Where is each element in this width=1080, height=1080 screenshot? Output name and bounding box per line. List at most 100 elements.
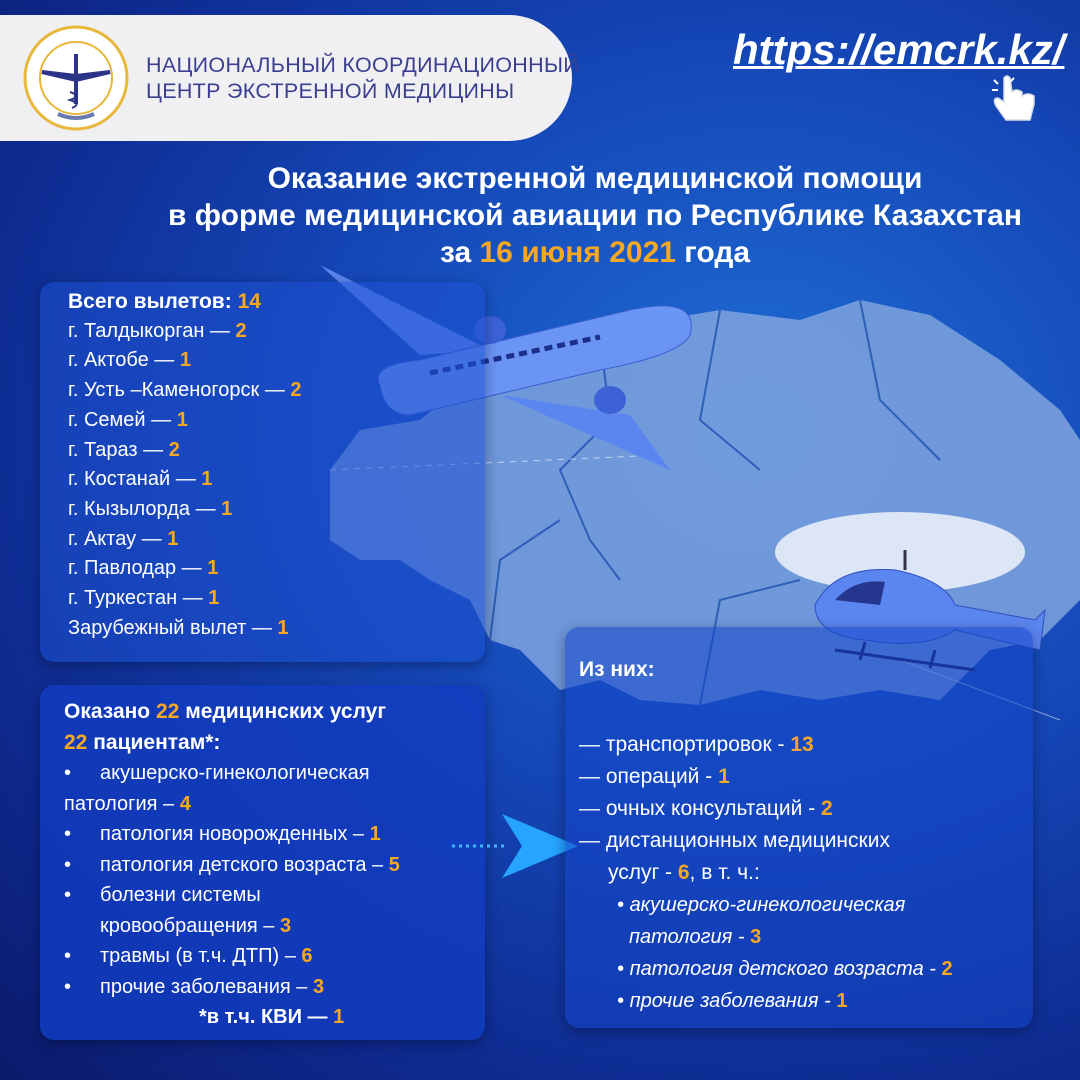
org-line-2: ЦЕНТР ЭКСТРЕННОЙ МЕДИЦИНЫ bbox=[146, 79, 515, 103]
flight-item-value: 1 bbox=[179, 349, 191, 372]
service-label: травмы (в т.ч. ДТП) – bbox=[100, 945, 296, 967]
bullet: • bbox=[64, 823, 72, 845]
footnote-label: *в т.ч. КВИ — bbox=[199, 1006, 328, 1028]
service-label: акушерско-гинекологическая bbox=[100, 762, 370, 784]
service-label: патология детского возраста – bbox=[100, 853, 384, 876]
services-heading-post: медицинских услуг bbox=[185, 700, 387, 723]
flight-item: г. Усть –Каменогорск — 2 bbox=[68, 376, 302, 406]
remote-sub-value: 2 bbox=[941, 958, 953, 980]
service-text: патология детского возраста – 5 bbox=[100, 850, 400, 881]
title-line-1: Оказание экстренной медицинской помощи bbox=[267, 162, 923, 195]
service-item: • болезни системы кровообращения – 3 bbox=[64, 880, 484, 941]
flight-item-value: 1 bbox=[201, 468, 213, 491]
service-text: прочие заболевания – 3 bbox=[100, 972, 324, 1003]
remote-label-2: услуг - bbox=[608, 861, 673, 884]
bullet: • bbox=[64, 884, 72, 906]
breakdown-item: — операций - 1 bbox=[579, 761, 1029, 793]
services-count: 22 bbox=[155, 700, 180, 723]
flight-item-value: 1 bbox=[207, 557, 219, 580]
flights-total-label: Всего вылетов: bbox=[68, 290, 232, 313]
flight-item-label: Зарубежный вылет — bbox=[68, 616, 272, 639]
remote-sub-cont: патология - 3 bbox=[617, 921, 1029, 953]
flight-item-value: 1 bbox=[221, 497, 233, 520]
bullet: • bbox=[64, 975, 72, 998]
breakdown-item-label: — транспортировок - bbox=[579, 733, 785, 756]
services-heading: Оказано 22 медицинских услуг bbox=[64, 697, 484, 728]
page-title: Оказание экстренной медицинской помощи в… bbox=[0, 160, 1080, 271]
breakdown-item-value: 13 bbox=[790, 733, 814, 756]
flight-item: г. Тараз — 2 bbox=[68, 436, 302, 466]
flight-item-value: 2 bbox=[235, 319, 247, 342]
flight-item: г. Костанай — 1 bbox=[68, 465, 302, 495]
services-heading-pre: Оказано bbox=[64, 700, 151, 723]
remote-sub-label: акушерско-гинекологическая bbox=[629, 894, 906, 916]
remote-sub-item: • прочие заболевания - 1 bbox=[617, 990, 848, 1012]
remote-services-label: — дистанционных медицинских bbox=[579, 829, 890, 852]
flight-item: г. Павлодар — 1 bbox=[68, 554, 302, 584]
bullet: • bbox=[64, 945, 72, 967]
footnote-value: 1 bbox=[333, 1006, 345, 1028]
service-value: 6 bbox=[301, 945, 313, 967]
service-value: 5 bbox=[388, 853, 400, 876]
service-item: • патология новорожденных – 1 bbox=[64, 819, 484, 850]
flight-item-value: 1 bbox=[176, 408, 188, 431]
title-suffix: года bbox=[684, 236, 751, 269]
service-label-2: кровообращения – bbox=[100, 914, 275, 937]
service-text: акушерско-гинекологическая патология – 4 bbox=[64, 758, 370, 819]
flight-item-value: 1 bbox=[208, 587, 220, 610]
flight-item-value: 1 bbox=[277, 616, 289, 639]
patients-label: пациентам*: bbox=[93, 730, 221, 754]
breakdown-item-label: — очных консультаций - bbox=[579, 797, 816, 820]
title-line-2: в форме медицинской авиации по Республик… bbox=[168, 199, 1022, 232]
title-date: 16 июня 2021 bbox=[479, 236, 676, 269]
service-value: 1 bbox=[369, 823, 381, 845]
flight-item: Зарубежный вылет — 1 bbox=[68, 614, 302, 644]
bullet: • bbox=[64, 853, 72, 876]
flight-item-label: г. Туркестан — bbox=[68, 587, 203, 610]
breakdown-item-value: 2 bbox=[821, 797, 833, 820]
service-value: 3 bbox=[280, 914, 292, 937]
breakdown-panel: Из них: — транспортировок - 13— операций… bbox=[565, 627, 1033, 1028]
flight-item-value: 2 bbox=[290, 379, 302, 402]
flight-item-value: 2 bbox=[168, 438, 180, 461]
patients-heading: 22 пациентам*: bbox=[64, 728, 484, 759]
flight-item-label: г. Актау — bbox=[68, 527, 162, 550]
remote-sub-item: • патология детского возраста - 2 bbox=[617, 958, 953, 980]
remote-services-line: услуг - 6, в т. ч.: bbox=[579, 857, 1029, 889]
remote-suffix: , в т. ч.: bbox=[689, 861, 760, 884]
bullet: • bbox=[64, 762, 72, 784]
service-item: • травмы (в т.ч. ДТП) – 6 bbox=[64, 941, 484, 972]
service-label-2: патология – bbox=[64, 792, 175, 815]
flights-panel: Всего вылетов: 14 г. Талдыкорган — 2 г. А… bbox=[40, 282, 485, 662]
service-item: • прочие заболевания – 3 bbox=[64, 972, 484, 1003]
service-value: 3 bbox=[312, 975, 325, 998]
flight-item: г. Талдыкорган — 2 bbox=[68, 317, 302, 347]
service-item: • патология детского возраста – 5 bbox=[64, 850, 484, 881]
pointer-hand-icon bbox=[992, 75, 1035, 121]
service-label: патология новорожденных – bbox=[100, 823, 365, 845]
flight-item: г. Туркестан — 1 bbox=[68, 584, 302, 614]
flight-item-label: г. Талдыкорган — bbox=[68, 319, 230, 342]
breakdown-item: — очных консультаций - 2 bbox=[579, 793, 1029, 825]
service-item: • акушерско-гинекологическая патология – 4 bbox=[64, 758, 484, 819]
breakdown-heading: Из них: bbox=[579, 658, 655, 681]
flight-item-label: г. Костанай — bbox=[68, 468, 196, 491]
flight-item-label: г. Актобе — bbox=[68, 349, 175, 372]
breakdown-item-value: 1 bbox=[718, 765, 730, 788]
flight-item-label: г. Усть –Каменогорск — bbox=[68, 379, 285, 402]
services-panel: Оказано 22 медицинских услуг 22 пациента… bbox=[40, 685, 485, 1040]
flights-total: Всего вылетов: 14 bbox=[68, 287, 302, 317]
title-prefix: за bbox=[439, 236, 472, 269]
flight-item: г. Актау — 1 bbox=[68, 525, 302, 555]
flight-item: г. Актобе — 1 bbox=[68, 346, 302, 376]
flight-item: г. Кызылорда — 1 bbox=[68, 495, 302, 525]
breakdown-item: — транспортировок - 13 bbox=[579, 729, 1029, 761]
service-value: 4 bbox=[179, 792, 191, 815]
arrow-right-icon bbox=[452, 814, 578, 878]
website-link[interactable]: https://emcrk.kz/ bbox=[733, 26, 1065, 73]
title-line-3: за 16 июня 2021 года bbox=[110, 234, 1080, 271]
service-label: прочие заболевания – bbox=[100, 975, 308, 998]
remote-sub-value: 1 bbox=[836, 990, 848, 1012]
remote-sub-value: 3 bbox=[750, 926, 762, 948]
remote-sub-item: • акушерско-гинекологическая патология - … bbox=[579, 889, 1029, 953]
